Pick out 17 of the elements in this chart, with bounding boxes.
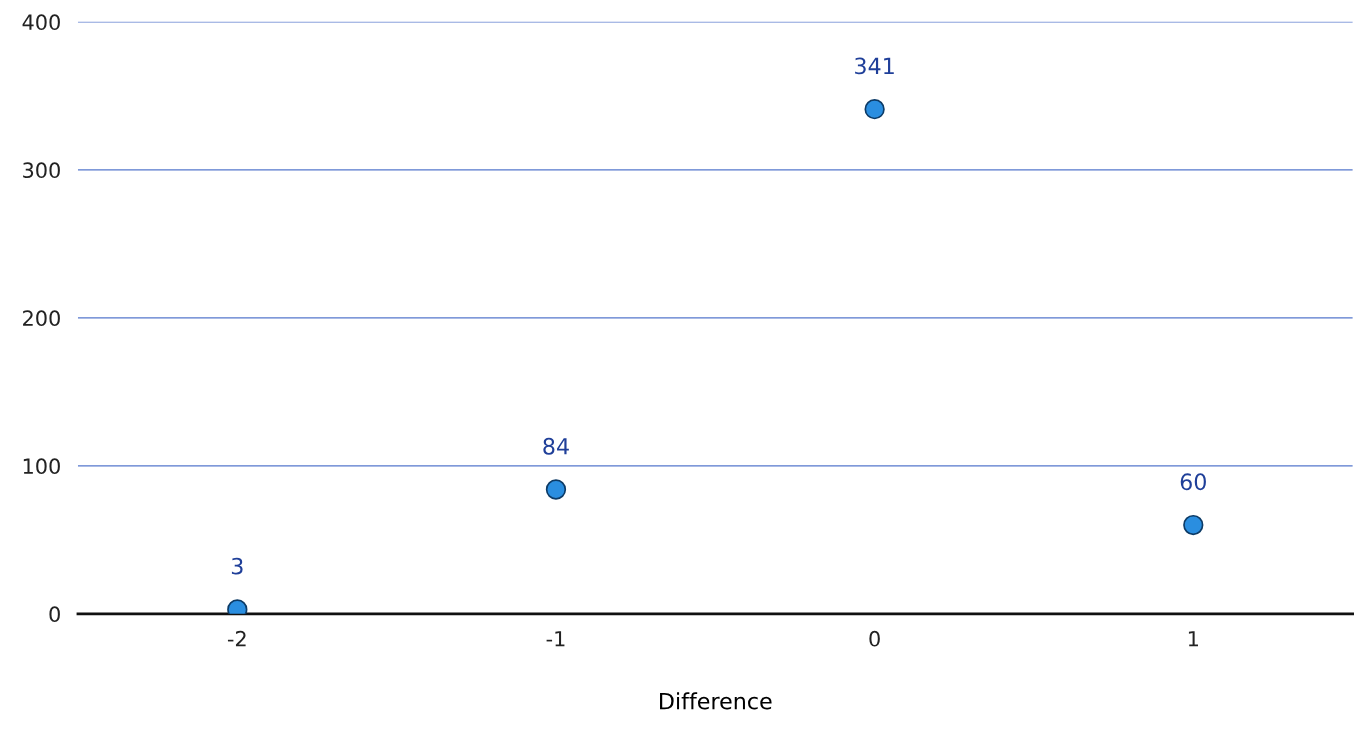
data-label: 341 bbox=[855, 57, 894, 75]
y-tick-label: 100 bbox=[23, 458, 60, 475]
y-tick-label: 400 bbox=[22, 14, 60, 31]
y-tick-label: 0 bbox=[49, 606, 60, 623]
data-label: 60 bbox=[1180, 473, 1206, 491]
y-tick-label: 300 bbox=[23, 162, 60, 179]
point bbox=[1183, 514, 1204, 536]
point bbox=[545, 479, 567, 500]
data-label: 3 bbox=[231, 557, 243, 575]
x-axis-title: Difference bbox=[660, 692, 772, 710]
x-tick-label: 0 bbox=[869, 630, 880, 647]
point bbox=[864, 99, 885, 120]
x-tick-label: 1 bbox=[1188, 631, 1198, 647]
x-tick-label: -1 bbox=[546, 631, 565, 647]
y-tick-label: 200 bbox=[23, 310, 60, 327]
x-tick-label: -2 bbox=[227, 630, 246, 647]
data-label: 84 bbox=[543, 437, 569, 455]
